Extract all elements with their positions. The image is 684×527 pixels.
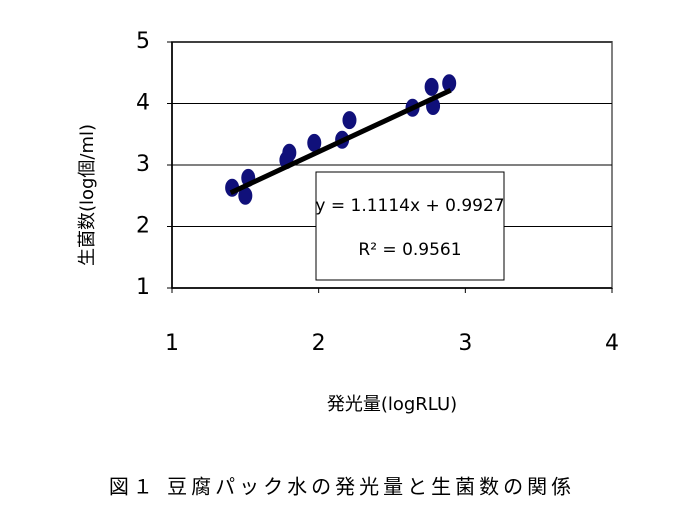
point (424, 77, 439, 96)
point (282, 143, 297, 162)
y-tick-label: 5 (136, 29, 150, 54)
x-tick-label: 4 (605, 331, 619, 356)
trendline (229, 87, 452, 196)
point (342, 111, 357, 130)
y-axis-label: 生菌数(log個/ml) (77, 124, 98, 266)
y-tick-label: 1 (136, 275, 150, 300)
point (238, 186, 253, 205)
r-squared: R² = 0.9561 (358, 240, 461, 260)
x-axis-label: 発光量(logRLU) (327, 394, 457, 415)
equation-box (315, 171, 505, 281)
caption: 図１ 豆腐パック水の発光量と生菌数の関係 (109, 475, 575, 499)
y-tick-label: 2 (136, 214, 150, 239)
equation: y = 1.1114x + 0.9927 (315, 196, 504, 216)
point (307, 133, 322, 152)
y-tick-label: 3 (136, 152, 150, 177)
point (442, 74, 457, 93)
y-tick-label: 4 (136, 91, 150, 116)
x-tick-label: 3 (458, 331, 472, 356)
x-tick-label: 1 (165, 331, 179, 356)
x-tick-label: 2 (312, 331, 326, 356)
